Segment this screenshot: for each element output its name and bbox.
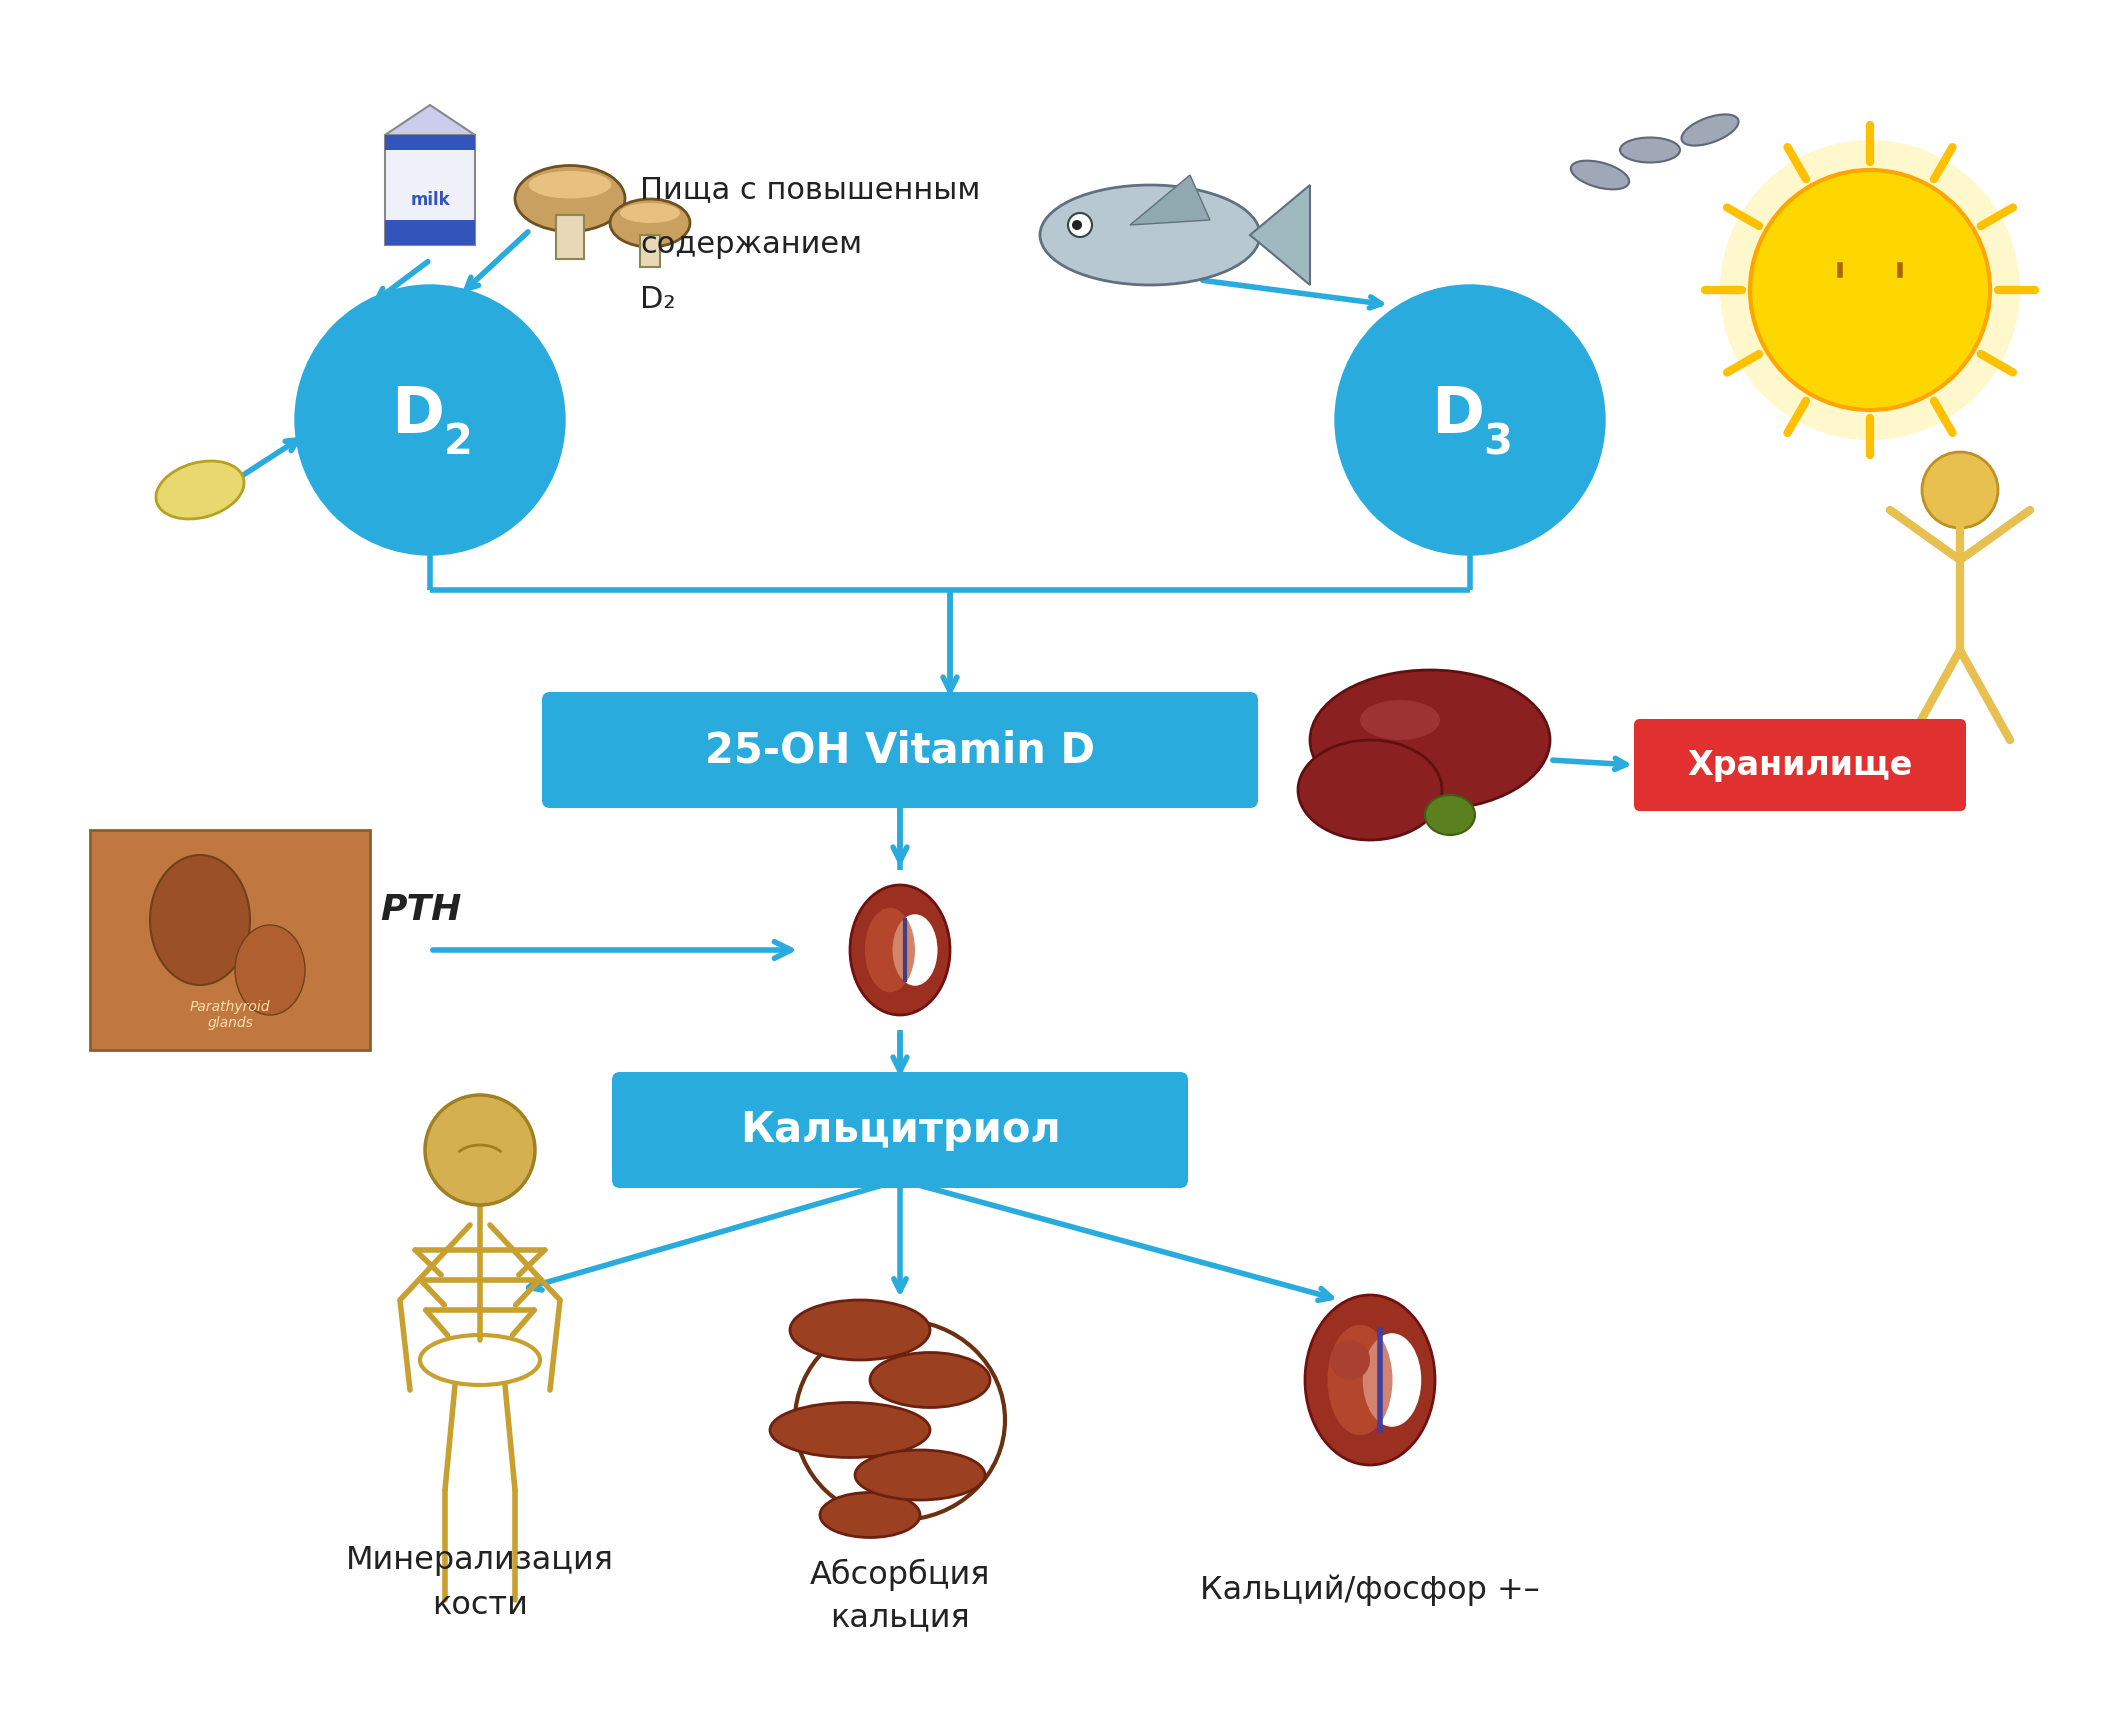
Circle shape bbox=[424, 1094, 534, 1205]
Text: D: D bbox=[1432, 384, 1485, 446]
Ellipse shape bbox=[611, 199, 689, 247]
Circle shape bbox=[1071, 220, 1082, 230]
Text: PTH: PTH bbox=[380, 892, 462, 927]
Ellipse shape bbox=[157, 462, 244, 519]
Polygon shape bbox=[386, 105, 475, 135]
Text: D: D bbox=[392, 384, 445, 446]
Text: Кальцитриол: Кальцитриол bbox=[740, 1108, 1060, 1152]
Ellipse shape bbox=[1039, 185, 1260, 285]
Polygon shape bbox=[1249, 185, 1311, 285]
Circle shape bbox=[1750, 169, 1989, 410]
Circle shape bbox=[1330, 1340, 1370, 1380]
FancyBboxPatch shape bbox=[1633, 719, 1966, 811]
Ellipse shape bbox=[1682, 114, 1739, 145]
Ellipse shape bbox=[1360, 700, 1440, 740]
Text: содержанием: содержанием bbox=[641, 230, 861, 259]
Ellipse shape bbox=[1425, 795, 1474, 835]
Ellipse shape bbox=[855, 1451, 984, 1501]
Ellipse shape bbox=[1304, 1295, 1436, 1464]
Ellipse shape bbox=[1620, 138, 1680, 163]
Ellipse shape bbox=[1298, 740, 1442, 840]
Polygon shape bbox=[386, 135, 475, 150]
Ellipse shape bbox=[235, 925, 305, 1015]
Text: Минерализация: Минерализация bbox=[346, 1544, 613, 1575]
FancyBboxPatch shape bbox=[641, 235, 660, 266]
Text: Абсорбция: Абсорбция bbox=[810, 1560, 991, 1591]
Polygon shape bbox=[386, 220, 475, 246]
Ellipse shape bbox=[789, 1300, 929, 1361]
Circle shape bbox=[1922, 451, 1998, 527]
FancyBboxPatch shape bbox=[543, 692, 1258, 807]
FancyBboxPatch shape bbox=[556, 214, 583, 259]
Circle shape bbox=[1334, 285, 1606, 555]
Ellipse shape bbox=[1572, 161, 1629, 190]
Ellipse shape bbox=[770, 1402, 929, 1458]
Ellipse shape bbox=[870, 1352, 991, 1407]
Polygon shape bbox=[1130, 175, 1209, 225]
Text: Хранилище: Хранилище bbox=[1688, 749, 1913, 782]
Ellipse shape bbox=[151, 856, 250, 986]
Text: Пища с повышенным: Пища с повышенным bbox=[641, 175, 980, 204]
Ellipse shape bbox=[821, 1492, 921, 1537]
Ellipse shape bbox=[893, 915, 937, 986]
Ellipse shape bbox=[1364, 1333, 1421, 1426]
Text: 3: 3 bbox=[1483, 420, 1512, 463]
Text: Кальций/фосфор +–: Кальций/фосфор +– bbox=[1200, 1573, 1540, 1606]
Text: кости: кости bbox=[433, 1589, 528, 1620]
FancyBboxPatch shape bbox=[89, 830, 369, 1050]
Ellipse shape bbox=[619, 202, 681, 223]
Circle shape bbox=[295, 285, 564, 555]
Ellipse shape bbox=[865, 908, 914, 992]
Text: кальция: кальция bbox=[829, 1603, 969, 1634]
Text: milk: milk bbox=[409, 190, 450, 209]
Text: 2: 2 bbox=[443, 420, 473, 463]
Text: D₂: D₂ bbox=[641, 285, 674, 315]
Text: 25-OH Vitamin D: 25-OH Vitamin D bbox=[704, 730, 1094, 771]
Ellipse shape bbox=[528, 171, 611, 199]
Circle shape bbox=[1720, 140, 2019, 439]
FancyBboxPatch shape bbox=[613, 1072, 1188, 1188]
Ellipse shape bbox=[515, 166, 626, 232]
Ellipse shape bbox=[1328, 1324, 1393, 1435]
Text: Parathyroid
glands: Parathyroid glands bbox=[189, 999, 269, 1030]
Circle shape bbox=[1069, 213, 1092, 237]
Ellipse shape bbox=[1311, 671, 1550, 809]
Ellipse shape bbox=[851, 885, 950, 1015]
Polygon shape bbox=[386, 135, 475, 246]
